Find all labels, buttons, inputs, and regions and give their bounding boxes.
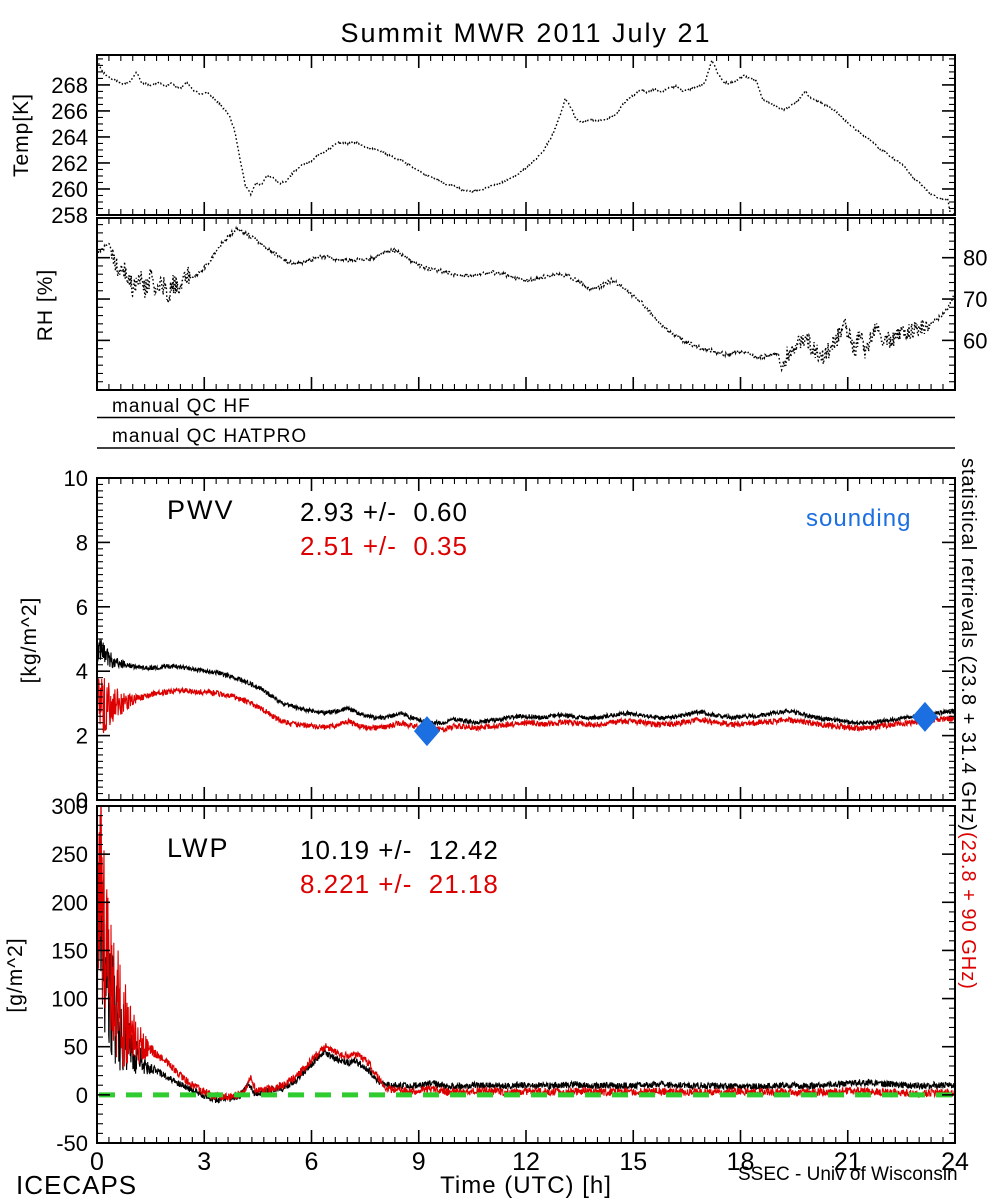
y-tick-label: 0 [76,1083,88,1108]
x-tick-label: 24 [941,1148,969,1176]
page-title: Summit MWR 2011 July 21 [340,18,712,48]
panel-border-temp [96,54,956,216]
series-group-rh [98,225,954,373]
sounding-marker [413,716,440,747]
y-tick-label: 8 [76,530,88,555]
y-tick-label: 200 [51,890,88,915]
lwp-y-axis-label: [g/m^2] [4,937,27,1013]
y-tick-label: 70 [963,287,987,312]
temp-y-axis-label: Temp[K] [10,92,33,178]
footer-icecaps: ICECAPS [16,1170,138,1200]
y-tick-label: 6 [76,595,88,620]
pwv-panel-title: PWV [167,495,235,525]
series-group-temp [98,59,954,214]
y-tick-label: 10 [64,466,88,491]
y-tick-label: 250 [51,842,88,867]
sounding-legend-label: sounding [806,505,912,532]
qc-hatpro-label: manual QC HATPRO [112,426,308,447]
series-lwp-23.8-31.4-GHz [98,841,954,1104]
qc-hf-label: manual QC HF [112,396,251,417]
x-tick-label: 6 [305,1148,319,1176]
y-tick-label: 2 [76,724,88,749]
x-axis-label: Time (UTC) [h] [440,1172,612,1199]
rh-y-axis-label: RH [%] [34,268,57,342]
series-lwp-23.8-90-GHz [98,807,954,1101]
y-tick-label: 266 [51,99,88,124]
series-group-pwv [98,638,954,734]
x-tick-label: 9 [412,1148,426,1176]
y-tick-label: 0 [76,788,88,813]
y-tick-label: 50 [64,1035,88,1060]
y-tick-label: 260 [51,177,88,202]
pwv-stats-31.4ghz: 2.93 +/- 0.60 [300,497,468,527]
y-tick-label: 264 [51,125,88,150]
series-temperature [98,59,954,214]
y-tick-label: 258 [51,203,88,228]
y-tick-label: 268 [51,73,88,98]
series-pwv-23.8-90-GHz [98,678,954,734]
y-tick-label: 150 [51,938,88,963]
sounding-marker [911,701,938,732]
y-tick-label: 80 [963,246,987,271]
y-tick-label: 4 [76,659,88,684]
x-tick-label: 18 [727,1148,755,1176]
x-tick-label: 12 [512,1148,540,1176]
retrieval-annotation: statistical retrievals (23.8 + 31.4 GHz)… [956,458,979,990]
lwp-stats-31.4ghz: 10.19 +/- 12.42 [300,835,499,865]
panel-border-rh [96,217,956,391]
lwp-stats-90ghz: 8.221 +/- 21.18 [300,869,499,899]
lwp-panel-title: LWP [167,833,230,863]
pwv-y-axis-label: [kg/m^2] [18,596,41,684]
series-relative-humidity [98,225,954,373]
y-tick-label: 100 [51,987,88,1012]
y-tick-label: -50 [56,1131,88,1156]
x-tick-label: 3 [197,1148,211,1176]
y-tick-label: 300 [51,794,88,819]
series-group-lwp [98,807,954,1104]
retrieval-annotation-31.4ghz: statistical retrievals (23.8 + 31.4 GHz) [957,458,979,833]
footer-ssec: SSEC - Univ of Wisconsin [738,1164,958,1185]
x-tick-label: 0 [90,1148,104,1176]
series-pwv-23.8-31.4-GHz [98,638,954,727]
y-tick-label: 262 [51,151,88,176]
pwv-stats-90ghz: 2.51 +/- 0.35 [300,531,468,561]
retrieval-annotation-90ghz: (23.8 + 90 GHz) [957,832,979,990]
x-tick-label: 21 [834,1148,862,1176]
y-tick-label: 60 [963,328,987,353]
x-tick-label: 15 [619,1148,647,1176]
